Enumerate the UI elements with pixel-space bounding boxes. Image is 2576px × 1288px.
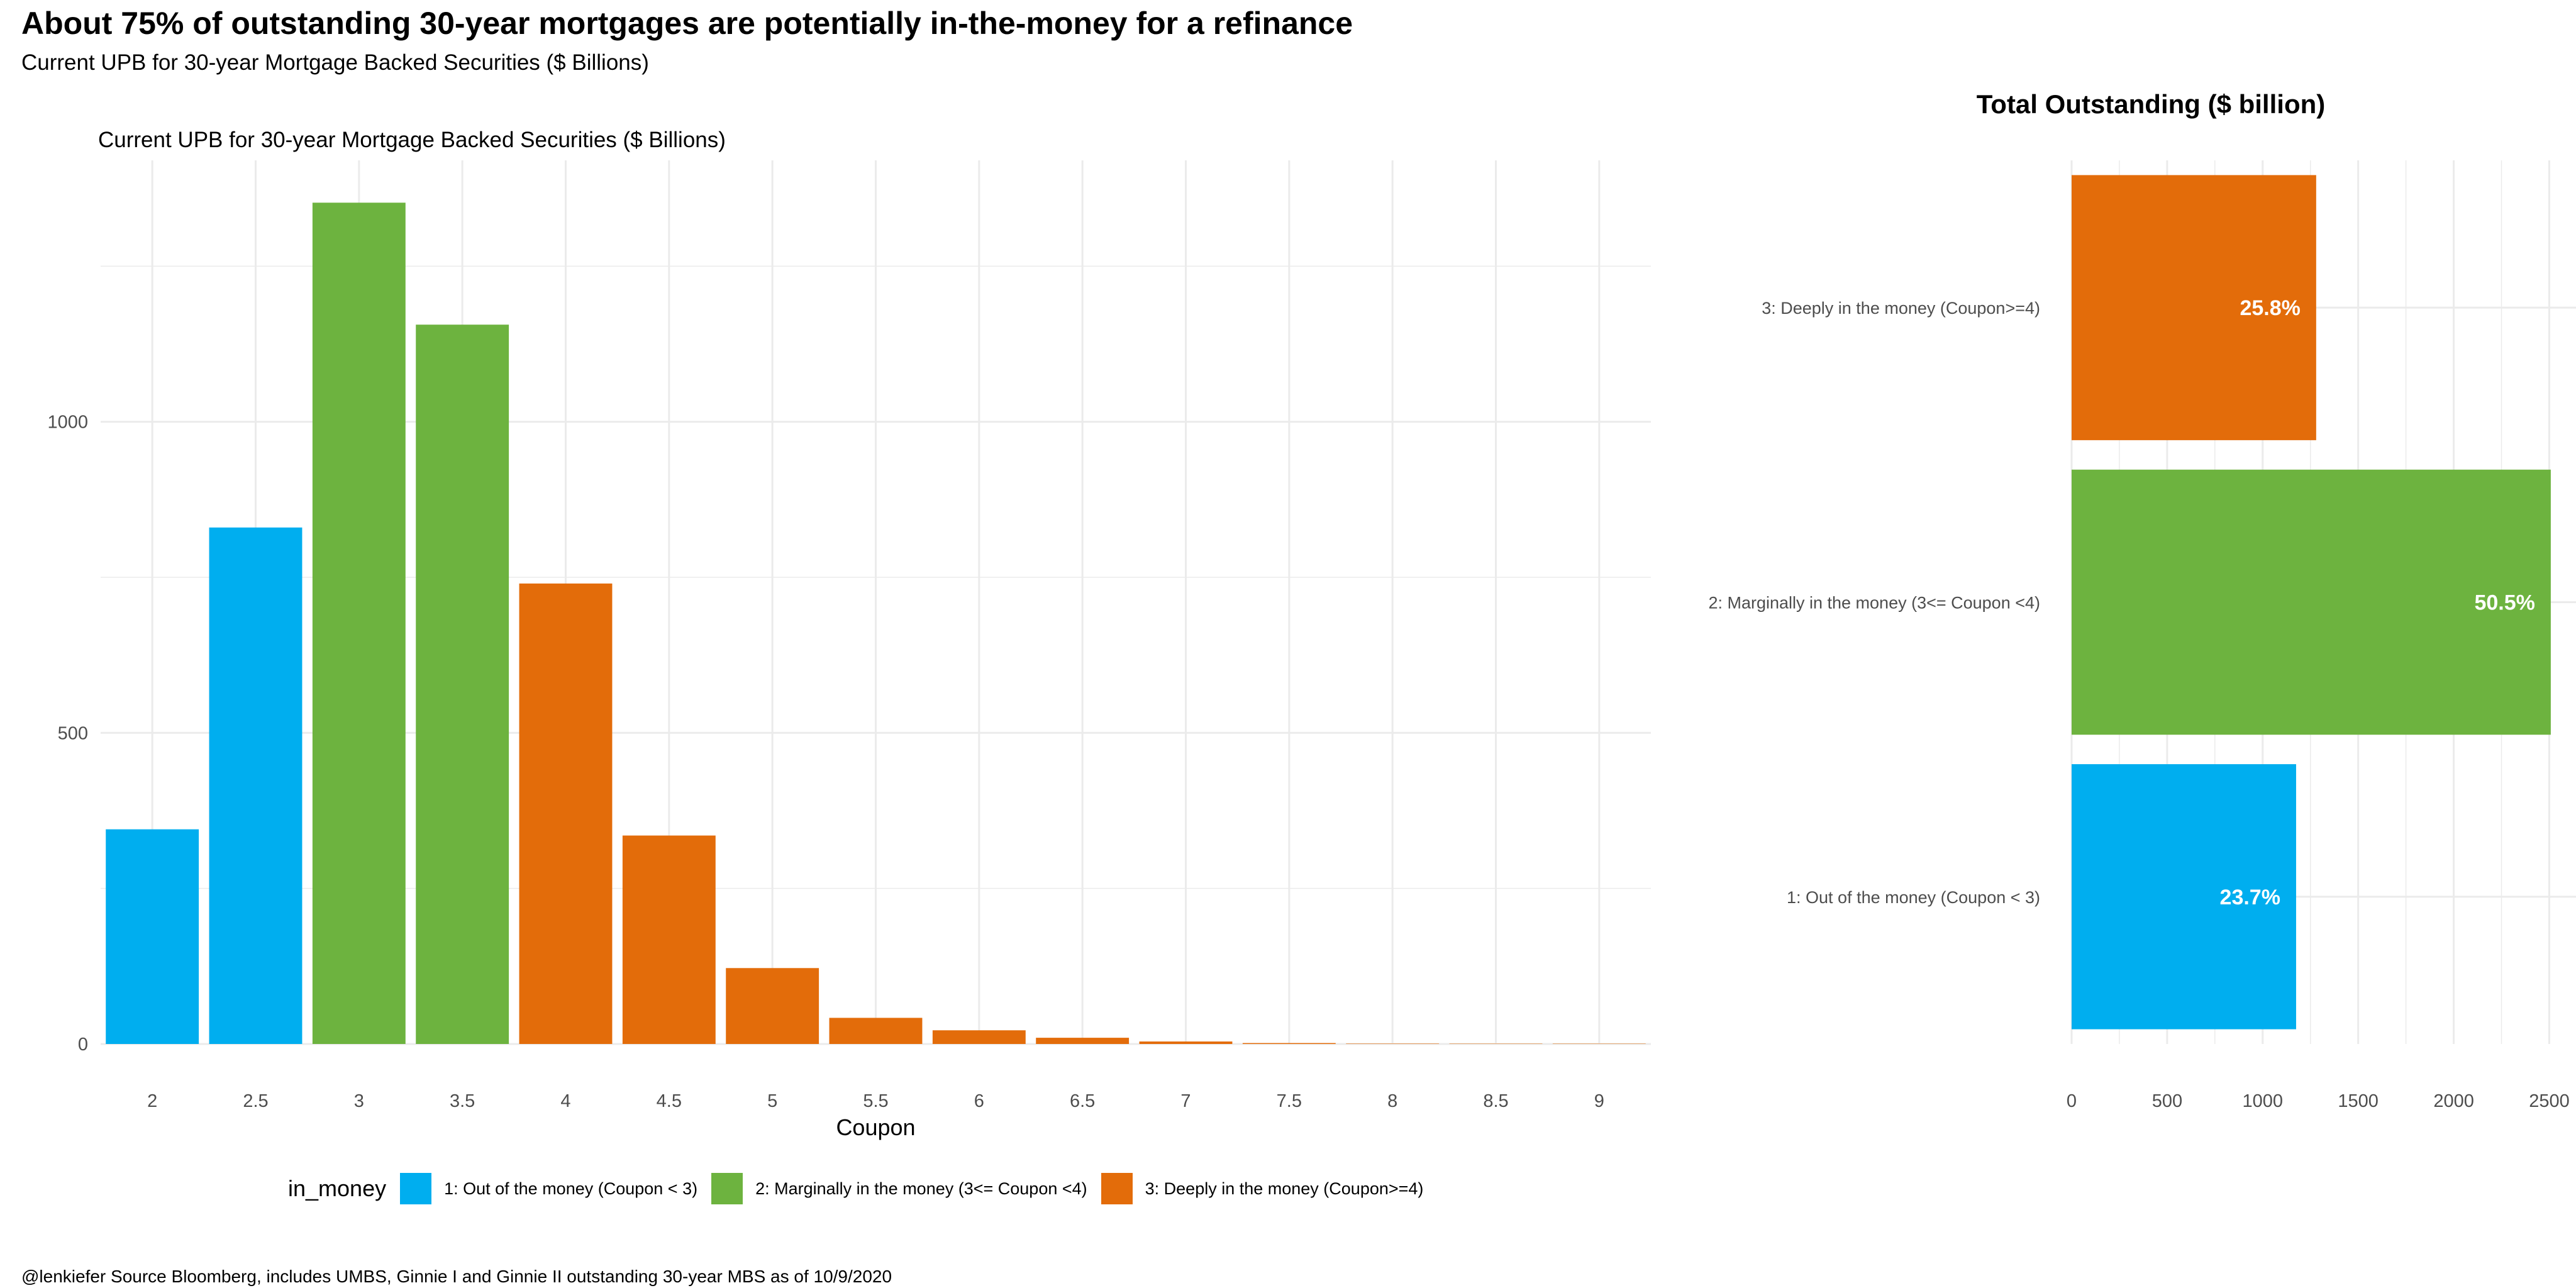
legend-item-marginal: 2: Marginally in the money (3<= Coupon <… <box>711 1173 1087 1204</box>
coupon-bar <box>726 968 819 1044</box>
legend: in_money 1: Out of the money (Coupon < 3… <box>288 1170 1437 1208</box>
legend-swatch <box>400 1173 432 1204</box>
total-outstanding-bar-chart: 0 500 1000 1500 2000 2500 3: Deeply in the mon… <box>1708 160 2576 1111</box>
x-tick-label: 8.5 <box>1483 1091 1508 1111</box>
legend-label: 3: Deeply in the money (Coupon>=4) <box>1145 1179 1424 1198</box>
x-tick-label: 2.5 <box>243 1091 268 1111</box>
coupon-bar <box>1036 1038 1130 1044</box>
x-tick-label: 3.5 <box>450 1091 475 1111</box>
x-tick-label: 2500 <box>2529 1091 2570 1111</box>
legend-item-deep: 3: Deeply in the money (Coupon>=4) <box>1101 1173 1424 1204</box>
coupon-bar <box>312 203 406 1044</box>
y-category-label: 2: Marginally in the money (3<= Coupon <… <box>1708 594 2040 613</box>
x-tick-label: 4.5 <box>657 1091 682 1111</box>
x-tick-label: 4 <box>560 1091 570 1111</box>
x-tick-label: 7 <box>1180 1091 1191 1111</box>
y-category-label: 3: Deeply in the money (Coupon>=4) <box>1762 299 2040 318</box>
x-tick-label: 1000 <box>2243 1091 2284 1111</box>
total-bar <box>2072 175 2316 440</box>
coupon-bar-chart: 0 500 1000 2 2.5 3 3.5 4 4.5 5 5.5 6 6.5 7 7.5 8 8.5 9 Cou… <box>47 160 1651 1140</box>
coupon-bar <box>416 325 509 1045</box>
legend-title: in_money <box>288 1175 387 1201</box>
y-tick-label: 0 <box>78 1035 88 1055</box>
legend-swatch <box>711 1173 743 1204</box>
legend-item-out-of-money: 1: Out of the money (Coupon < 3) <box>400 1173 697 1204</box>
coupon-bar <box>932 1030 1026 1044</box>
x-tick-label: 1500 <box>2338 1091 2379 1111</box>
x-tick-label: 7.5 <box>1277 1091 1302 1111</box>
left-panel-title: Current UPB for 30-year Mortgage Backed … <box>98 128 726 152</box>
x-tick-label: 5.5 <box>863 1091 888 1111</box>
x-tick-label: 0 <box>2067 1091 2077 1111</box>
x-tick-label: 2000 <box>2433 1091 2474 1111</box>
coupon-bar <box>829 1018 923 1044</box>
y-tick-label: 500 <box>58 723 88 743</box>
coupon-bar <box>1346 1043 1440 1044</box>
y-tick-label: 1000 <box>47 413 88 433</box>
legend-swatch <box>1101 1173 1133 1204</box>
caption: @lenkiefer Source Bloomberg, includes UM… <box>21 1267 892 1286</box>
coupon-bar <box>519 583 613 1044</box>
x-tick-label: 3 <box>354 1091 364 1111</box>
x-tick-label: 8 <box>1387 1091 1397 1111</box>
coupon-bar <box>1552 1043 1646 1044</box>
x-tick-label: 5 <box>767 1091 777 1111</box>
x-axis-label: Coupon <box>836 1114 915 1140</box>
x-tick-label: 9 <box>1594 1091 1604 1111</box>
total-bar <box>2072 469 2551 735</box>
coupon-bar <box>209 527 303 1044</box>
legend-label: 2: Marginally in the money (3<= Coupon <… <box>755 1179 1087 1198</box>
right-panel-title: Total Outstanding ($ billion) <box>1976 89 2326 119</box>
coupon-bar <box>106 829 199 1044</box>
share-data-label: 23.7% <box>2220 886 2280 909</box>
legend-label: 1: Out of the money (Coupon < 3) <box>444 1179 698 1198</box>
x-tick-label: 6.5 <box>1070 1091 1095 1111</box>
chart-title: About 75% of outstanding 30-year mortgag… <box>21 6 1353 41</box>
share-data-label: 25.8% <box>2240 296 2300 320</box>
x-tick-label: 500 <box>2152 1091 2182 1111</box>
x-tick-label: 6 <box>974 1091 984 1111</box>
total-bar <box>2072 764 2296 1030</box>
share-data-label: 50.5% <box>2474 591 2534 615</box>
x-tick-label: 2 <box>147 1091 157 1111</box>
y-category-label: 1: Out of the money (Coupon < 3) <box>1787 888 2040 907</box>
coupon-bar <box>622 835 716 1044</box>
coupon-bar <box>1139 1041 1233 1044</box>
coupon-bar <box>1449 1043 1543 1044</box>
coupon-bar <box>1242 1043 1336 1044</box>
chart-subtitle: Current UPB for 30-year Mortgage Backed … <box>21 50 649 75</box>
